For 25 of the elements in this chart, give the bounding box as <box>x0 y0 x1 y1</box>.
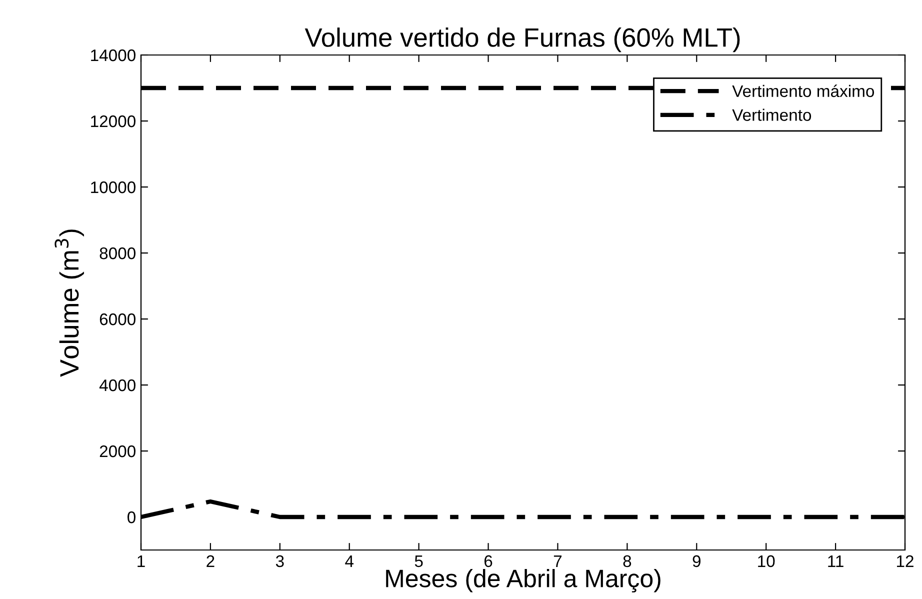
x-tick-label: 2 <box>206 555 214 567</box>
y-tick-label: 8000 <box>100 247 136 260</box>
x-tick-label: 12 <box>897 555 914 567</box>
y-tick-label: 14000 <box>91 49 136 62</box>
x-tick-label: 1 <box>138 555 145 567</box>
legend-label: Vertimento máximo <box>732 84 874 98</box>
x-tick-label: 8 <box>623 555 632 568</box>
x-axis-title: Meses (de Abril a Março) <box>386 569 660 592</box>
x-tick-label: 9 <box>692 555 700 568</box>
y-tick-label: 0 <box>128 511 136 524</box>
x-tick-label: 10 <box>758 555 775 568</box>
x-tick-label: 7 <box>554 555 562 567</box>
legend-label: Vertimento <box>732 108 812 121</box>
y-tick-label: 2000 <box>100 445 136 458</box>
y-axis-title: Volume (m$^{3}$) <box>54 230 84 377</box>
chart-title: Volume vertido de Furnas (60% MLT) <box>304 28 740 52</box>
x-tick-label: 3 <box>276 555 284 568</box>
y-tick-label: 6000 <box>100 313 136 326</box>
x-tick-label: 11 <box>828 555 844 567</box>
x-tick-label: 5 <box>414 555 423 568</box>
y-tick-label: 10000 <box>91 181 136 194</box>
y-tick-label: 12000 <box>91 115 136 128</box>
x-tick-label: 6 <box>484 555 492 568</box>
x-tick-label: 4 <box>345 555 354 567</box>
y-tick-label: 4000 <box>99 379 136 392</box>
